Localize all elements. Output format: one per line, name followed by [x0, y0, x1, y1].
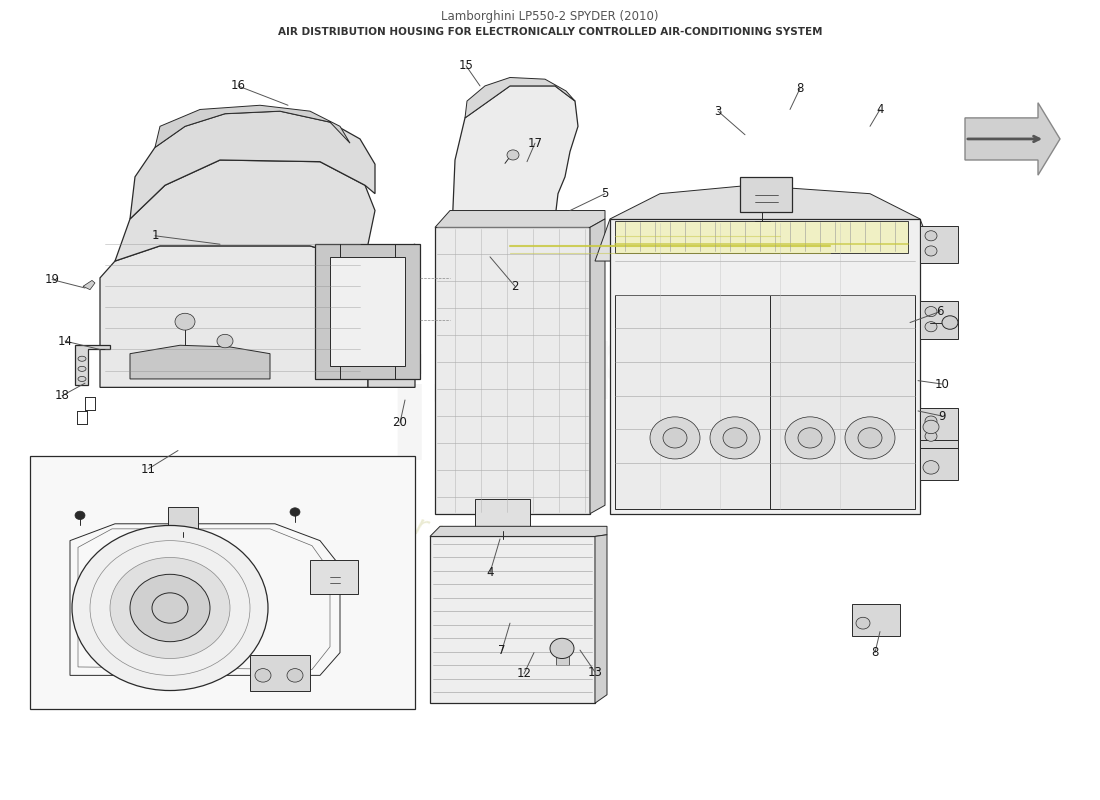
Circle shape [923, 420, 939, 434]
Polygon shape [130, 346, 270, 379]
Circle shape [925, 306, 937, 317]
Bar [920, 411, 958, 448]
Text: 16: 16 [231, 79, 245, 92]
Polygon shape [590, 219, 605, 514]
Text: 17: 17 [528, 137, 542, 150]
Text: a passion for parts: a passion for parts [253, 460, 507, 567]
Polygon shape [434, 227, 590, 514]
Polygon shape [82, 281, 95, 290]
Text: 5: 5 [602, 187, 608, 200]
Text: AIR DISTRIBUTION HOUSING FOR ELECTRONICALLY CONTROLLED AIR-CONDITIONING SYSTEM: AIR DISTRIBUTION HOUSING FOR ELECTRONICA… [277, 27, 823, 37]
Circle shape [942, 316, 958, 330]
Circle shape [663, 428, 688, 448]
Circle shape [75, 511, 85, 519]
Circle shape [925, 322, 937, 332]
Circle shape [723, 428, 747, 448]
Circle shape [110, 558, 230, 658]
Circle shape [710, 417, 760, 459]
Polygon shape [430, 526, 607, 537]
Polygon shape [130, 111, 375, 219]
Text: 2: 2 [512, 280, 519, 293]
Polygon shape [610, 219, 920, 514]
Circle shape [798, 428, 822, 448]
Ellipse shape [78, 356, 86, 362]
Polygon shape [315, 244, 420, 379]
Text: 8: 8 [796, 82, 804, 95]
Polygon shape [615, 221, 908, 253]
Circle shape [925, 230, 937, 241]
Circle shape [785, 417, 835, 459]
Text: 19: 19 [44, 273, 59, 286]
Circle shape [507, 150, 519, 160]
Circle shape [152, 593, 188, 623]
Polygon shape [368, 244, 415, 387]
Circle shape [72, 526, 268, 690]
Polygon shape [965, 102, 1060, 175]
Bar [920, 226, 958, 262]
Bar [430, 537, 595, 703]
Bar [556, 649, 569, 666]
Circle shape [650, 417, 700, 459]
Circle shape [217, 334, 233, 348]
Text: 6: 6 [936, 305, 944, 318]
Polygon shape [450, 86, 578, 278]
Polygon shape [595, 186, 930, 261]
Circle shape [130, 574, 210, 642]
Polygon shape [615, 294, 770, 510]
Text: 1: 1 [152, 230, 158, 242]
Text: Lamborghini LP550-2 SPYDER (2010): Lamborghini LP550-2 SPYDER (2010) [441, 10, 659, 23]
Circle shape [175, 314, 195, 330]
Circle shape [290, 508, 300, 516]
Text: 8: 8 [871, 646, 879, 659]
Bar [310, 560, 358, 594]
Text: 4: 4 [486, 566, 494, 579]
Text: 20: 20 [393, 416, 407, 430]
Polygon shape [330, 257, 405, 366]
Bar [920, 448, 958, 480]
Bar [30, 457, 415, 709]
Text: 3: 3 [714, 105, 722, 118]
Text: 12: 12 [517, 667, 531, 680]
Ellipse shape [78, 366, 86, 371]
Text: 13: 13 [587, 666, 603, 678]
Text: 14: 14 [57, 334, 73, 347]
Bar [475, 498, 530, 530]
Circle shape [845, 417, 895, 459]
Bar [250, 655, 310, 690]
Circle shape [856, 618, 870, 629]
Bar [740, 177, 792, 212]
Text: 18: 18 [55, 390, 69, 402]
Circle shape [923, 461, 939, 474]
Circle shape [287, 669, 303, 682]
Bar [852, 604, 900, 636]
Polygon shape [770, 294, 915, 510]
Polygon shape [434, 210, 605, 227]
Ellipse shape [78, 377, 86, 382]
Text: 15: 15 [459, 59, 473, 72]
Text: 7: 7 [498, 644, 506, 657]
Polygon shape [116, 160, 375, 261]
Circle shape [925, 431, 937, 442]
Text: 9: 9 [938, 410, 946, 422]
Circle shape [858, 428, 882, 448]
Bar [168, 507, 198, 532]
Text: 11: 11 [141, 462, 155, 475]
Polygon shape [465, 78, 575, 118]
Text: 10: 10 [935, 378, 949, 390]
Text: ito: ito [385, 354, 595, 489]
Bar [920, 407, 958, 439]
Text: parts: parts [587, 325, 813, 399]
Polygon shape [595, 534, 607, 703]
Circle shape [550, 638, 574, 658]
Polygon shape [75, 346, 110, 385]
Bar [920, 302, 958, 338]
Circle shape [255, 669, 271, 682]
Polygon shape [155, 106, 350, 147]
Polygon shape [100, 246, 368, 387]
Text: 4: 4 [877, 103, 883, 116]
Circle shape [925, 246, 937, 256]
Circle shape [925, 416, 937, 426]
